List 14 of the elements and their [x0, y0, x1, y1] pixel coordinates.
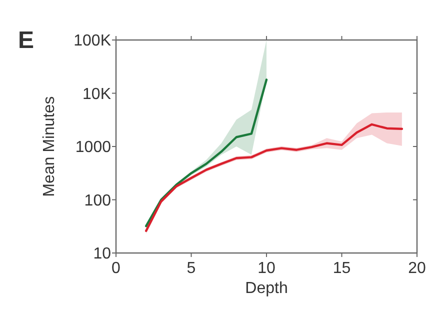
x-tick-label: 15	[332, 260, 351, 277]
x-tick-label: 10	[258, 260, 276, 277]
x-tick-label: 20	[408, 260, 426, 277]
y-tick-label: 10	[93, 246, 112, 263]
x-tick-label: 5	[186, 260, 196, 277]
y-tick-label: 100K	[74, 32, 112, 50]
x-axis-title: Depth	[245, 280, 288, 297]
y-axis-title: Mean Minutes	[41, 96, 58, 197]
y-tick-label: 10K	[82, 86, 112, 103]
x-tick-label: 0	[112, 260, 121, 277]
line-series	[145, 78, 268, 228]
text: E	[18, 27, 34, 54]
y-tick-label: 1000	[75, 139, 112, 156]
y-tick-label: 100	[84, 192, 112, 210]
